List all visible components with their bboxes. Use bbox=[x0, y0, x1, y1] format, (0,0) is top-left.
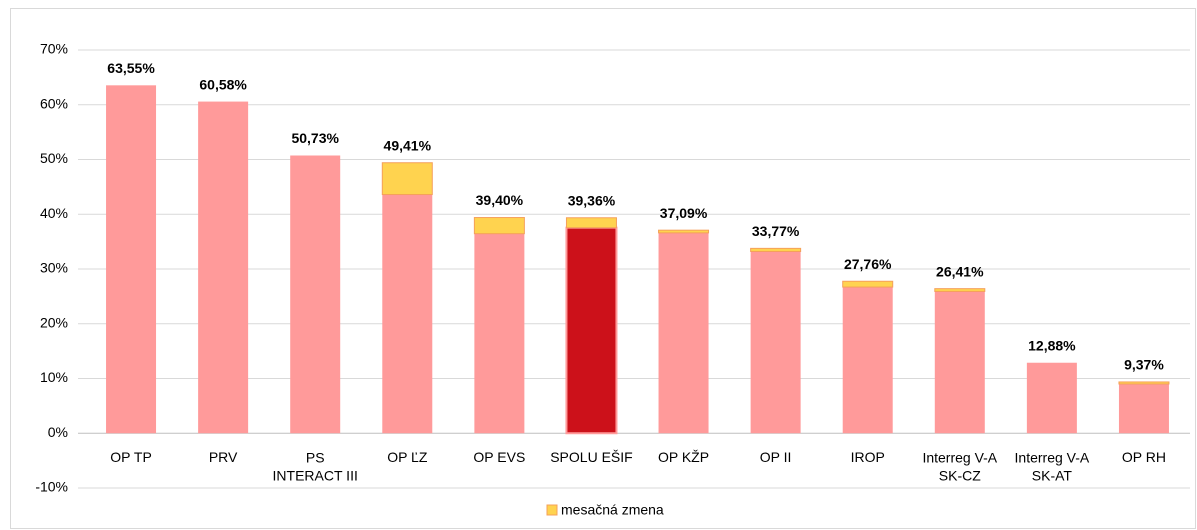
y-tick-label: 50% bbox=[40, 150, 68, 166]
x-tick-label: Interreg V-A SK-AT bbox=[1015, 449, 1090, 483]
y-tick-label: 40% bbox=[40, 205, 68, 221]
data-label: 39,36% bbox=[568, 192, 616, 208]
data-label: 60,58% bbox=[199, 76, 247, 92]
bar-change bbox=[750, 247, 802, 252]
y-tick-label: 10% bbox=[40, 369, 68, 385]
bar-change bbox=[842, 280, 894, 288]
bar-change bbox=[565, 217, 617, 229]
x-tick-label: OP KŽP bbox=[658, 449, 709, 465]
data-label: 26,41% bbox=[936, 263, 984, 279]
bar bbox=[1026, 362, 1077, 434]
data-label: 49,41% bbox=[384, 137, 432, 153]
bar bbox=[1118, 383, 1169, 434]
data-label: 50,73% bbox=[291, 130, 339, 146]
bar bbox=[658, 232, 709, 434]
bar-change bbox=[934, 288, 986, 292]
bar-change bbox=[381, 162, 433, 196]
bar bbox=[198, 101, 249, 434]
legend-swatch bbox=[546, 504, 558, 516]
bar bbox=[750, 251, 801, 434]
bar bbox=[842, 287, 893, 434]
x-tick-label: OP RH bbox=[1122, 449, 1166, 465]
y-tick-label: 60% bbox=[40, 95, 68, 111]
y-tick-label: 30% bbox=[40, 260, 68, 276]
x-tick-label: Interreg V-A SK-CZ bbox=[922, 449, 997, 483]
y-tick-label: 0% bbox=[48, 424, 68, 440]
data-label: 9,37% bbox=[1124, 357, 1164, 373]
y-tick-label: -10% bbox=[35, 479, 68, 495]
x-tick-label: IROP bbox=[851, 449, 885, 465]
x-tick-label: PS INTERACT III bbox=[273, 449, 358, 483]
data-label: 63,55% bbox=[107, 60, 155, 76]
bar bbox=[565, 226, 618, 435]
data-label: 37,09% bbox=[660, 205, 708, 221]
bar bbox=[474, 233, 525, 434]
bar bbox=[934, 291, 985, 434]
data-label: 12,88% bbox=[1028, 337, 1076, 353]
x-tick-label: SPOLU EŠIF bbox=[550, 449, 632, 465]
bar-change bbox=[473, 217, 525, 235]
y-tick-label: 20% bbox=[40, 314, 68, 330]
bar-change bbox=[1118, 381, 1170, 385]
x-tick-label: OP TP bbox=[110, 449, 152, 465]
x-tick-label: OP ĽZ bbox=[387, 449, 428, 465]
y-tick-label: 70% bbox=[40, 41, 68, 57]
bar bbox=[382, 194, 433, 434]
legend-label: mesačná zmena bbox=[561, 502, 664, 518]
bar bbox=[106, 85, 157, 434]
bar-change bbox=[658, 229, 710, 234]
x-tick-label: OP EVS bbox=[473, 449, 525, 465]
x-tick-label: PRV bbox=[209, 449, 238, 465]
x-tick-label: OP II bbox=[760, 449, 792, 465]
data-label: 39,40% bbox=[476, 192, 524, 208]
bar bbox=[290, 155, 341, 434]
data-label: 33,77% bbox=[752, 223, 800, 239]
data-label: 27,76% bbox=[844, 256, 892, 272]
